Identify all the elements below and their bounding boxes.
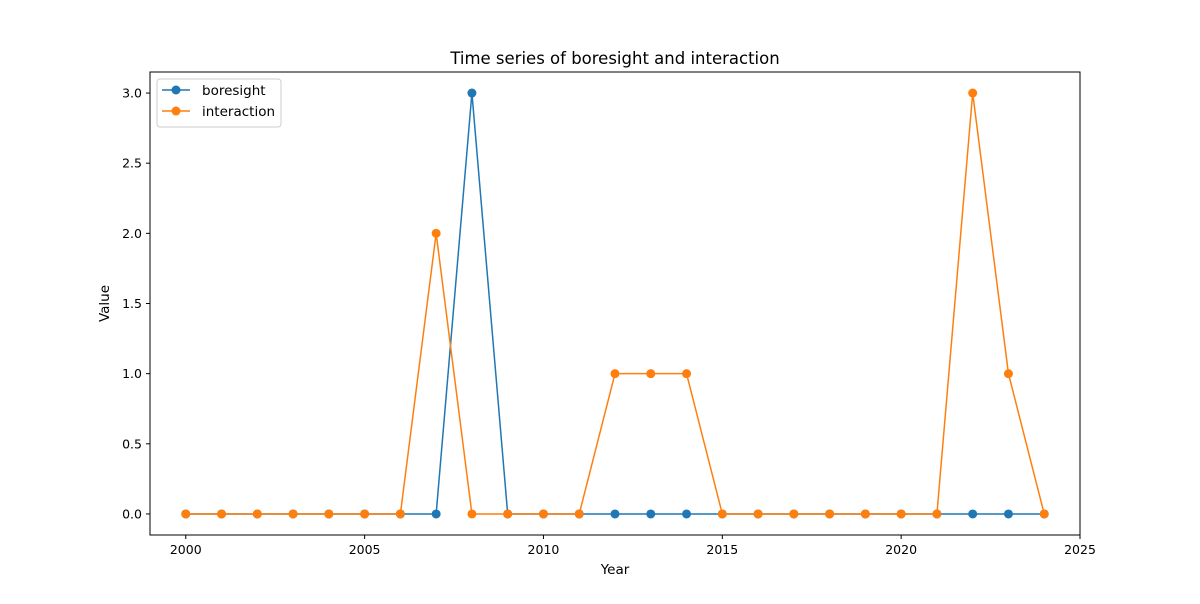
y-tick-label: 3.0 bbox=[122, 86, 142, 101]
data-point-interaction bbox=[610, 369, 620, 379]
data-point-interaction bbox=[753, 509, 763, 519]
data-point-interaction bbox=[646, 369, 656, 379]
data-point-interaction bbox=[860, 509, 870, 519]
x-tick-label: 2005 bbox=[349, 542, 381, 557]
data-point-interaction bbox=[181, 509, 191, 519]
data-point-boresight bbox=[968, 509, 978, 519]
data-point-interaction bbox=[682, 369, 692, 379]
data-point-boresight bbox=[682, 509, 692, 519]
x-tick-label: 2000 bbox=[170, 542, 202, 557]
x-tick-label: 2025 bbox=[1064, 542, 1096, 557]
data-point-interaction bbox=[467, 509, 477, 519]
data-point-interaction bbox=[825, 509, 835, 519]
y-tick-label: 2.5 bbox=[122, 156, 142, 171]
x-axis-ticks: 2000 2005 2010 2015 2020 2025 bbox=[170, 535, 1096, 557]
data-point-interaction bbox=[574, 509, 584, 519]
data-point-interaction bbox=[538, 509, 548, 519]
data-point-interaction bbox=[789, 509, 799, 519]
chart-title: Time series of boresight and interaction bbox=[449, 49, 779, 68]
data-point-interaction bbox=[360, 509, 370, 519]
y-axis-ticks: 0.0 0.5 1.0 1.5 2.0 2.5 3.0 bbox=[122, 86, 150, 521]
data-point-interaction bbox=[1003, 369, 1013, 379]
data-point-interaction bbox=[217, 509, 227, 519]
data-point-interaction bbox=[252, 509, 262, 519]
data-point-interaction bbox=[968, 88, 978, 98]
data-point-interaction bbox=[324, 509, 334, 519]
data-point-interaction bbox=[932, 509, 942, 519]
data-point-interaction bbox=[431, 228, 441, 238]
series-layer bbox=[181, 88, 1049, 519]
x-tick-label: 2015 bbox=[706, 542, 738, 557]
legend-label-boresight: boresight bbox=[202, 83, 266, 99]
y-tick-label: 1.0 bbox=[122, 366, 142, 381]
data-point-boresight bbox=[467, 88, 477, 98]
y-tick-label: 1.5 bbox=[122, 296, 142, 311]
y-tick-label: 0.5 bbox=[122, 436, 142, 451]
y-tick-label: 0.0 bbox=[122, 506, 142, 521]
y-tick-label: 2.0 bbox=[122, 226, 142, 241]
x-tick-label: 2020 bbox=[885, 542, 917, 557]
y-axis-label: Value bbox=[97, 285, 113, 322]
data-point-interaction bbox=[896, 509, 906, 519]
series-interaction bbox=[181, 88, 1049, 519]
data-point-boresight bbox=[646, 509, 656, 519]
plot-area bbox=[149, 71, 1081, 536]
data-point-boresight bbox=[431, 509, 441, 519]
legend-label-interaction: interaction bbox=[202, 104, 275, 120]
data-point-boresight bbox=[610, 509, 620, 519]
data-point-boresight bbox=[1003, 509, 1013, 519]
data-point-interaction bbox=[717, 509, 727, 519]
x-tick-label: 2010 bbox=[528, 542, 560, 557]
legend-marker-boresight bbox=[171, 85, 181, 95]
data-point-interaction bbox=[288, 509, 298, 519]
data-point-interaction bbox=[395, 509, 405, 519]
legend-marker-interaction bbox=[171, 106, 181, 116]
data-point-interaction bbox=[503, 509, 513, 519]
legend-box bbox=[156, 78, 282, 128]
x-axis-label: Year bbox=[600, 562, 630, 578]
legend: boresight interaction bbox=[156, 78, 282, 128]
data-point-interaction bbox=[1039, 509, 1049, 519]
